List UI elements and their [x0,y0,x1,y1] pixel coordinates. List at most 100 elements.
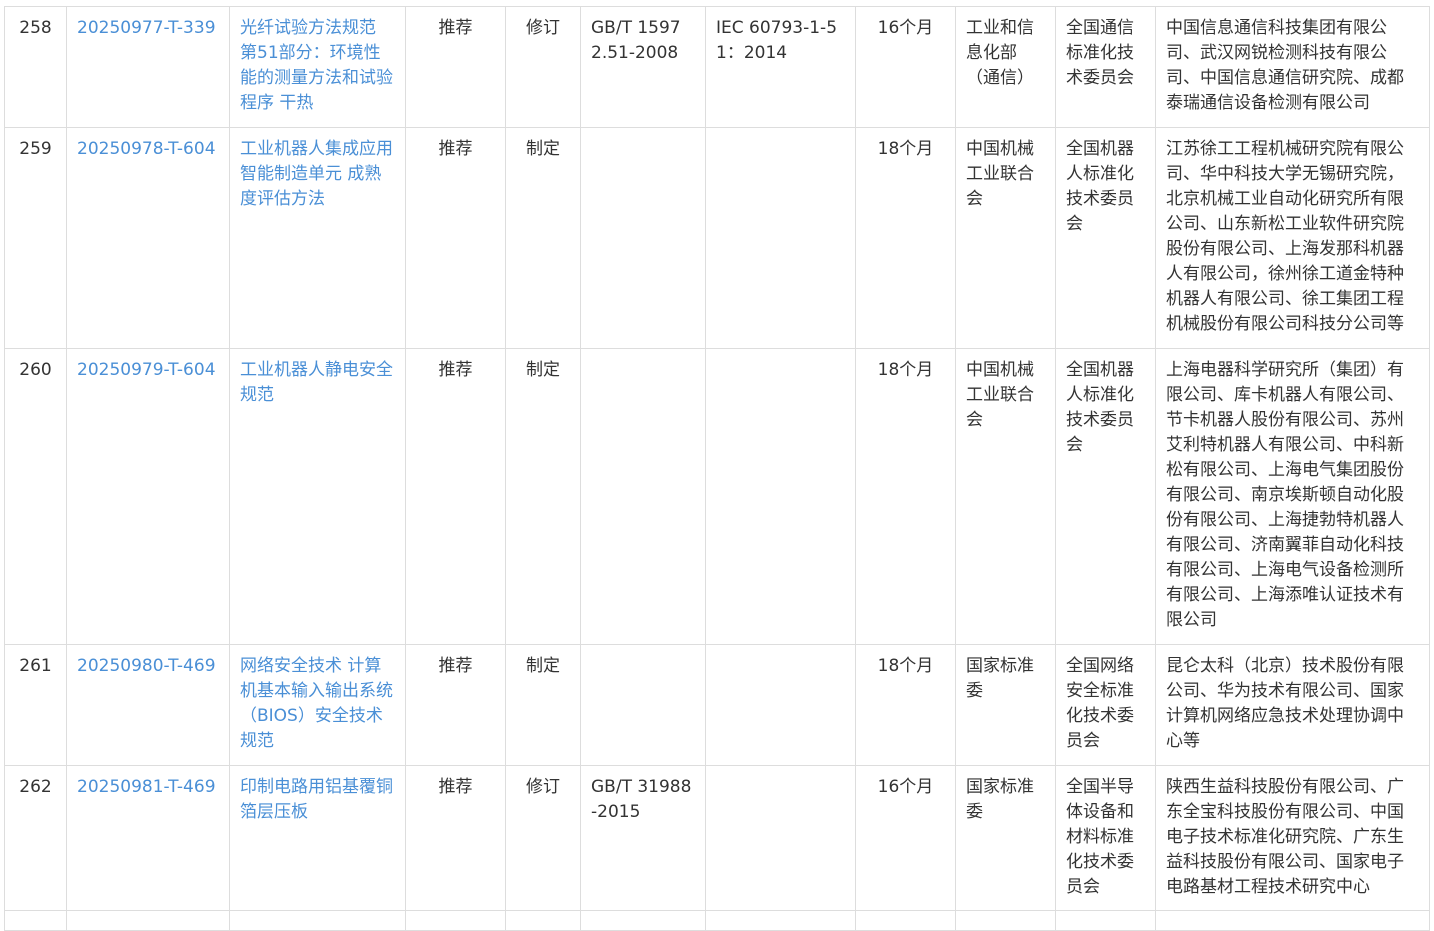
competent-department-cell: 国家标准委 [955,644,1056,766]
empty-cell [66,910,230,931]
standards-plan-table: 258 20250977-T-339 光纤试验方法规范 第51部分：环境性能的测量方… [4,6,1430,931]
plan-number-link-cell: 20250980-T-469 [66,644,230,766]
project-period-cell: 18个月 [855,348,956,645]
replaced-standard: GB/T 15972.51-2008 [591,18,681,63]
empty-cell [4,910,67,931]
empty-cell [705,910,856,931]
adopted-international-standard-cell [705,127,856,349]
project-period: 16个月 [877,777,934,797]
standard-name-link[interactable]: 光纤试验方法规范 第51部分：环境性能的测量方法和试验程序 干热 [240,18,393,113]
drafting-organizations-cell: 上海电器科学研究所（集团）有限公司、库卡机器人有限公司、节卡机器人股份有限公司、… [1155,348,1430,645]
competent-department-cell: 国家标准委 [955,765,1056,911]
project-period: 18个月 [877,139,934,159]
standard-nature: 推荐 [438,777,473,797]
row-number: 261 [19,656,52,676]
empty-cell [1055,910,1156,931]
standard-name-link[interactable]: 印制电路用铝基覆铜箔层压板 [240,777,393,822]
technical-committee: 全国半导体设备和材料标准化技术委员会 [1066,777,1134,897]
project-period-cell: 18个月 [855,127,956,349]
standard-nature: 推荐 [438,656,473,676]
standard-nature-cell: 推荐 [405,765,506,911]
table-row: 260 20250979-T-604 工业机器人静电安全规范 推荐 制定 18个月 中国机械… [4,348,1430,645]
table-row: 261 20250980-T-469 网络安全技术 计算机基本输入输出系统（BIOS… [4,644,1430,766]
standard-nature: 推荐 [438,18,473,38]
standard-name-link-cell: 光纤试验方法规范 第51部分：环境性能的测量方法和试验程序 干热 [229,6,406,128]
project-type-cell: 制定 [505,348,581,645]
standard-name-link-cell: 工业机器人集成应用 智能制造单元 成熟度评估方法 [229,127,406,349]
drafting-organizations-cell: 江苏徐工工程机械研究院有限公司、华中科技大学无锡研究院，北京机械工业自动化研究所… [1155,127,1430,349]
drafting-organizations: 上海电器科学研究所（集团）有限公司、库卡机器人有限公司、节卡机器人股份有限公司、… [1166,360,1404,630]
technical-committee-cell: 全国机器人标准化技术委员会 [1055,348,1156,645]
project-type: 制定 [526,360,560,380]
drafting-organizations: 昆仑太科（北京）技术股份有限公司、华为技术有限公司、国家计算机网络应急技术处理协… [1166,656,1404,751]
empty-cell [229,910,406,931]
competent-department: 中国机械工业联合会 [966,139,1034,209]
standard-name-link[interactable]: 网络安全技术 计算机基本输入输出系统（BIOS）安全技术规范 [240,656,393,751]
standard-nature: 推荐 [438,360,473,380]
row-number: 260 [19,360,52,380]
adopted-international-standard-cell [705,765,856,911]
row-number-cell: 259 [4,127,67,349]
project-type-cell: 修订 [505,765,581,911]
table-row: 262 20250981-T-469 印制电路用铝基覆铜箔层压板 推荐 修订 GB/T 3… [4,765,1430,911]
project-type-cell: 修订 [505,6,581,128]
table-row: 258 20250977-T-339 光纤试验方法规范 第51部分：环境性能的测量方… [4,6,1430,128]
project-type: 修订 [526,18,560,38]
plan-number-link[interactable]: 20250979-T-604 [77,360,216,380]
standard-nature-cell: 推荐 [405,127,506,349]
standard-name-link[interactable]: 工业机器人静电安全规范 [240,360,393,405]
replaced-standard-cell [580,348,706,645]
project-type: 修订 [526,777,560,797]
plan-number-link[interactable]: 20250978-T-604 [77,139,216,159]
standard-nature-cell: 推荐 [405,348,506,645]
plan-number-link-cell: 20250978-T-604 [66,127,230,349]
drafting-organizations-cell: 昆仑太科（北京）技术股份有限公司、华为技术有限公司、国家计算机网络应急技术处理协… [1155,644,1430,766]
competent-department: 工业和信息化部（通信） [966,18,1034,88]
standard-name-link-cell: 印制电路用铝基覆铜箔层压板 [229,765,406,911]
row-number-cell: 262 [4,765,67,911]
row-number-cell: 258 [4,6,67,128]
plan-number-link[interactable]: 20250977-T-339 [77,18,216,38]
technical-committee-cell: 全国半导体设备和材料标准化技术委员会 [1055,765,1156,911]
project-period: 16个月 [877,18,934,38]
competent-department-cell: 中国机械工业联合会 [955,127,1056,349]
replaced-standard-cell: GB/T 15972.51-2008 [580,6,706,128]
competent-department: 国家标准委 [966,777,1034,822]
plan-number-link[interactable]: 20250981-T-469 [77,777,216,797]
competent-department-cell: 中国机械工业联合会 [955,348,1056,645]
standard-name-link-cell: 工业机器人静电安全规范 [229,348,406,645]
technical-committee: 全国通信标准化技术委员会 [1066,18,1134,88]
technical-committee-cell: 全国机器人标准化技术委员会 [1055,127,1156,349]
project-type-cell: 制定 [505,127,581,349]
project-period-cell: 18个月 [855,644,956,766]
drafting-organizations-cell: 陕西生益科技股份有限公司、广东全宝科技股份有限公司、中国电子技术标准化研究院、广… [1155,765,1430,911]
empty-cell [580,910,706,931]
standard-name-link[interactable]: 工业机器人集成应用 智能制造单元 成熟度评估方法 [240,139,393,209]
row-number: 258 [19,18,52,38]
drafting-organizations-cell: 中国信息通信科技集团有限公司、武汉网锐检测科技有限公司、中国信息通信研究院、成都… [1155,6,1430,128]
competent-department: 中国机械工业联合会 [966,360,1034,430]
drafting-organizations: 江苏徐工工程机械研究院有限公司、华中科技大学无锡研究院，北京机械工业自动化研究所… [1166,139,1404,334]
row-number-cell: 260 [4,348,67,645]
empty-cell [955,910,1056,931]
project-period: 18个月 [877,656,934,676]
empty-cell [405,910,506,931]
plan-number-link-cell: 20250979-T-604 [66,348,230,645]
row-number: 262 [19,777,52,797]
project-type: 制定 [526,656,560,676]
adopted-international-standard: IEC 60793-1-51：2014 [716,18,838,63]
technical-committee: 全国机器人标准化技术委员会 [1066,360,1134,455]
adopted-international-standard-cell: IEC 60793-1-51：2014 [705,6,856,128]
standard-nature-cell: 推荐 [405,6,506,128]
plan-number-link[interactable]: 20250980-T-469 [77,656,216,676]
standard-nature: 推荐 [438,139,473,159]
adopted-international-standard-cell [705,644,856,766]
technical-committee-cell: 全国网络安全标准化技术委员会 [1055,644,1156,766]
competent-department-cell: 工业和信息化部（通信） [955,6,1056,128]
project-period-cell: 16个月 [855,765,956,911]
drafting-organizations: 中国信息通信科技集团有限公司、武汉网锐检测科技有限公司、中国信息通信研究院、成都… [1166,18,1404,113]
empty-cell [1155,910,1430,931]
empty-cell [855,910,956,931]
replaced-standard-cell [580,127,706,349]
replaced-standard: GB/T 31988-2015 [591,777,692,822]
